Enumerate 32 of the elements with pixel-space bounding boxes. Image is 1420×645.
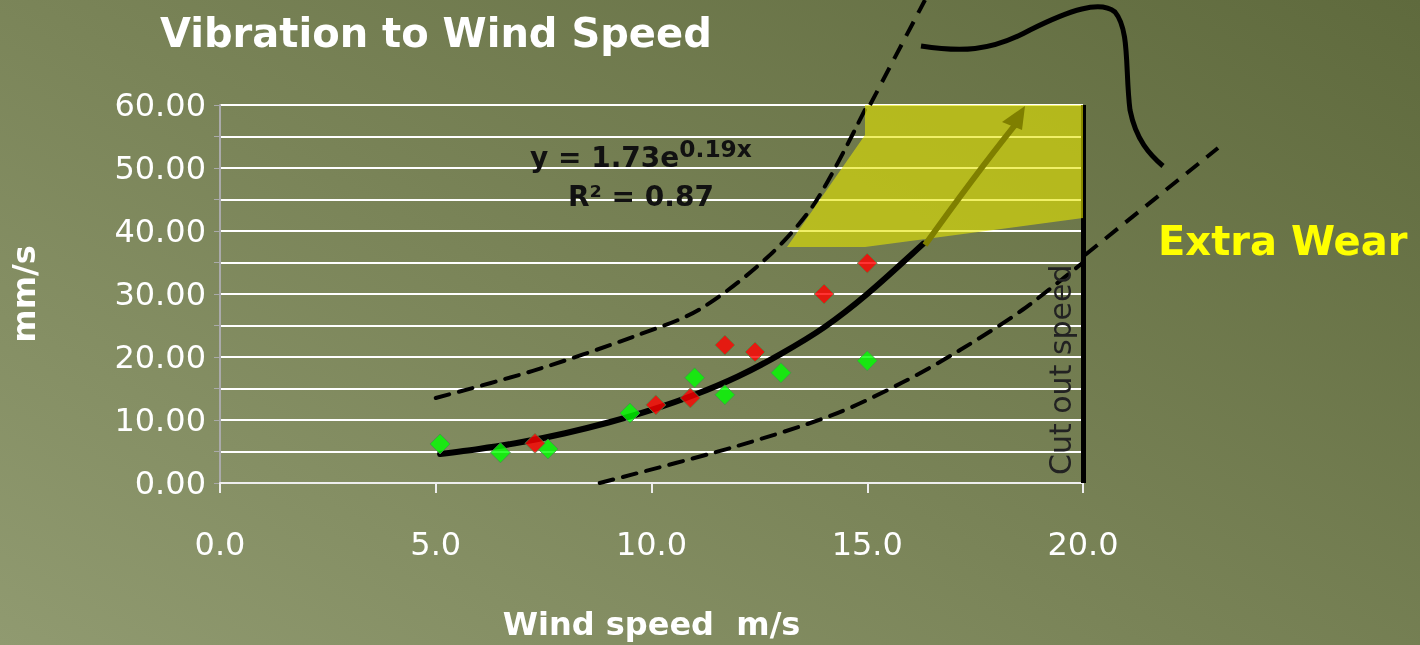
point <box>714 334 736 356</box>
point <box>619 402 641 424</box>
point <box>813 283 835 305</box>
x-tick-label: 20.0 <box>1047 525 1119 563</box>
point <box>489 442 511 464</box>
point <box>714 384 736 406</box>
point <box>856 252 878 274</box>
y-axis-title: mm/s <box>5 245 43 343</box>
y-tick-label: 40.00 <box>114 212 206 250</box>
point <box>679 387 701 409</box>
y-tick-label: 20.00 <box>114 338 206 376</box>
y-tick-label: 0.00 <box>134 464 206 502</box>
point <box>770 362 792 384</box>
x-axis-title: Wind speed m/s <box>502 605 801 643</box>
point <box>684 367 706 389</box>
y-tick-label: 10.00 <box>114 401 206 439</box>
chart-title: Vibration to Wind Speed <box>160 10 712 56</box>
ref-line-label: Cut out speed <box>1042 264 1078 475</box>
x-tick-label: 15.0 <box>831 525 903 563</box>
point <box>429 433 451 455</box>
point <box>856 350 878 372</box>
x-tick-label: 0.0 <box>194 525 246 563</box>
point <box>524 432 546 454</box>
x-tick-label: 10.0 <box>615 525 688 563</box>
x-tick-label: 5.0 <box>410 525 462 563</box>
y-tick-label: 50.00 <box>114 149 206 187</box>
text: Extra Wear <box>1158 218 1408 264</box>
y-tick-label: 30.00 <box>114 275 206 313</box>
annotation: y = 1.73e$^{0.19x}$ <box>530 135 752 175</box>
point <box>645 394 667 416</box>
point <box>744 341 766 363</box>
y-tick-label: 60.00 <box>114 86 206 124</box>
